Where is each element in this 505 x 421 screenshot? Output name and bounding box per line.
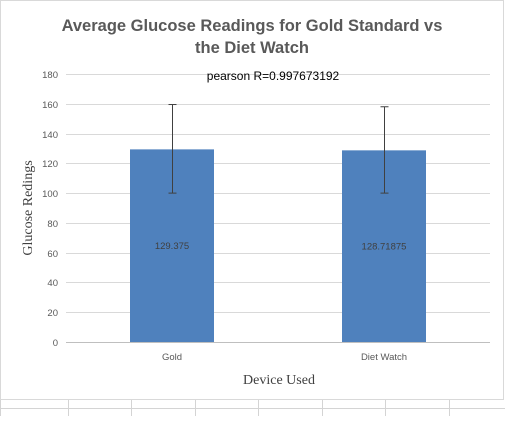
y-tick-label: 180 [42, 70, 58, 81]
chart-border [0, 0, 504, 400]
y-tick-label: 140 [42, 130, 58, 141]
y-tick-label: 0 [53, 338, 58, 349]
x-axis-title: Device Used [243, 373, 315, 388]
y-tick-label: 20 [47, 308, 58, 319]
spreadsheet-cell-lines [0, 400, 505, 416]
y-tick-label: 40 [47, 278, 58, 289]
y-tick-label: 100 [42, 189, 58, 200]
y-tick-label: 60 [47, 249, 58, 260]
x-tick-label: Gold [162, 352, 182, 363]
error-bars [168, 104, 389, 194]
x-tick-labels: Gold Diet Watch [162, 352, 407, 363]
y-tick-labels: 0 20 40 60 80 100 120 140 160 180 [42, 70, 58, 349]
chart-title-line-2: the Diet Watch [195, 39, 309, 57]
y-tick-label: 120 [42, 159, 58, 170]
y-tick-label: 80 [47, 219, 58, 230]
chart-title-line-1: Average Glucose Readings for Gold Standa… [62, 17, 443, 35]
y-axis-title: Glucose Redings [21, 160, 36, 255]
data-label: 129.375 [155, 241, 189, 252]
x-tick-label: Diet Watch [361, 352, 407, 363]
data-label: 128.71875 [362, 242, 407, 253]
pearson-annotation: pearson R=0.997673192 [207, 69, 340, 83]
data-labels: 129.375 128.71875 [155, 241, 407, 252]
y-tick-label: 160 [42, 100, 58, 111]
